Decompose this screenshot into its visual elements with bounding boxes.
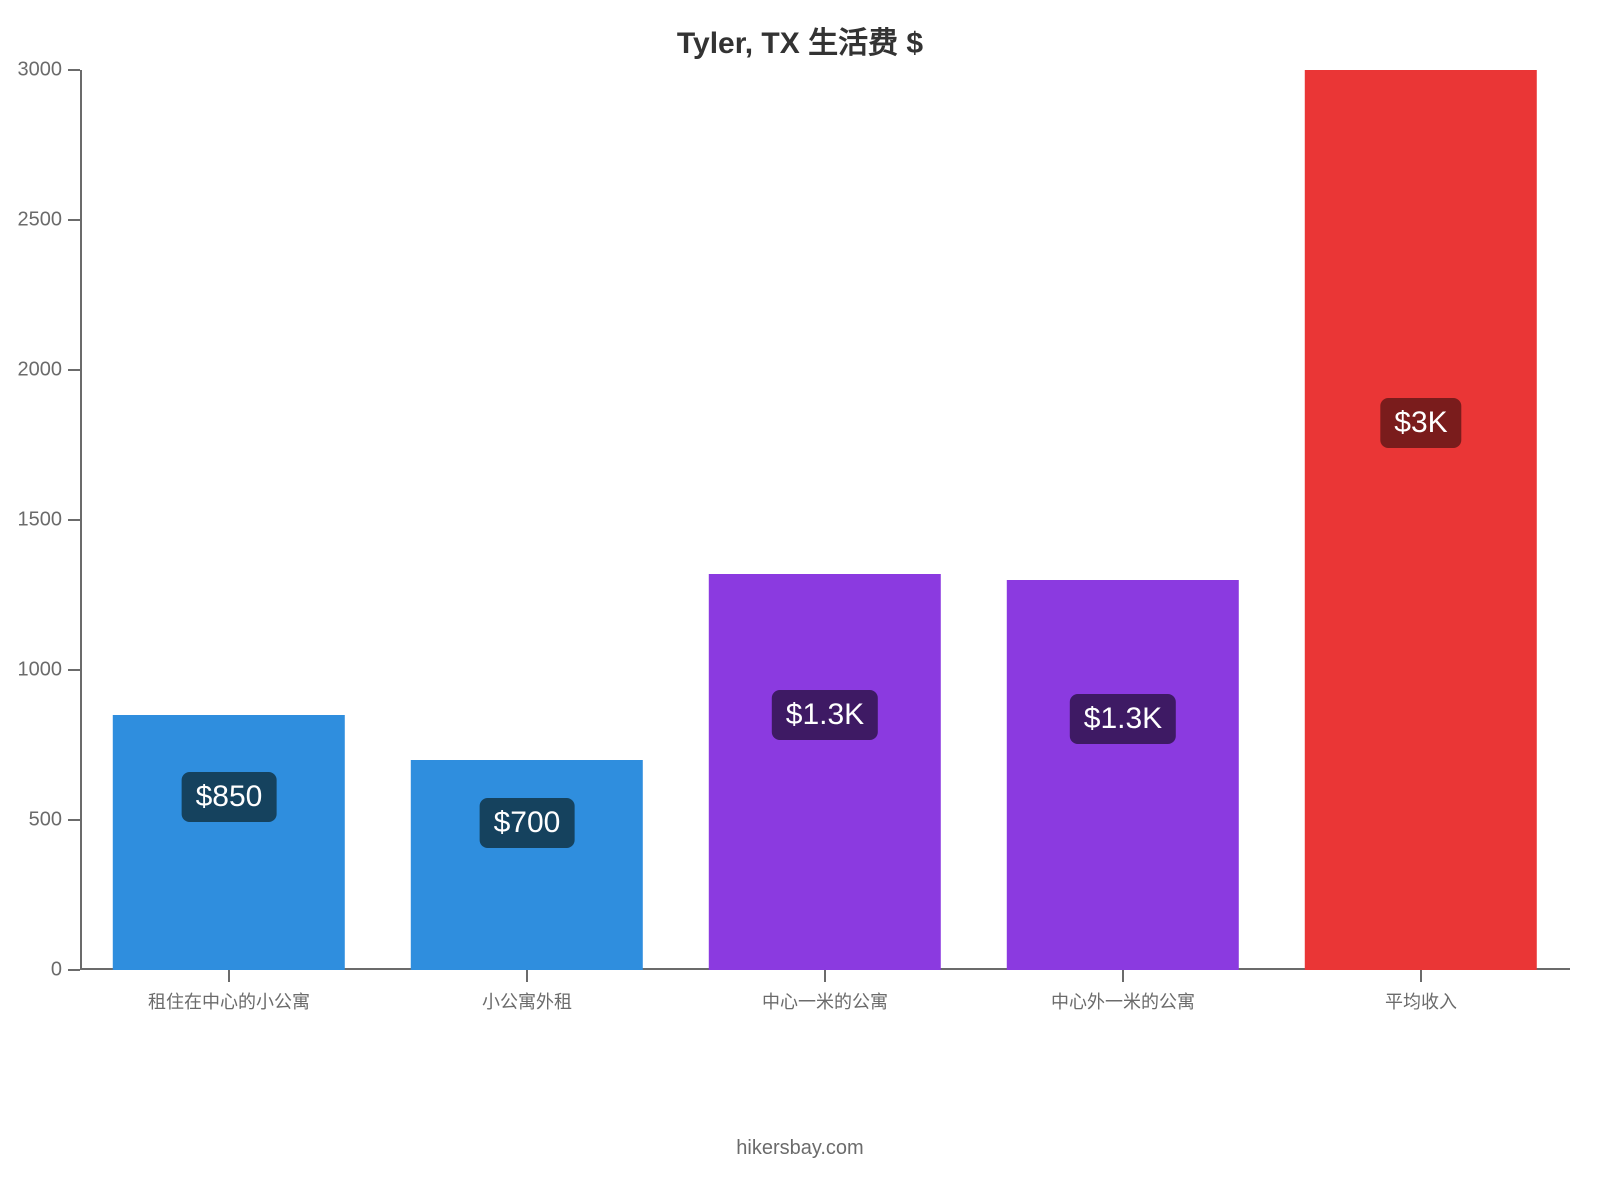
- y-tick-label: 0: [51, 959, 80, 982]
- x-tick-label: 租住在中心的小公寓: [148, 970, 310, 1014]
- bar: [1007, 580, 1239, 970]
- bar-slot: $700: [378, 70, 676, 970]
- chart-title: Tyler, TX 生活费 $: [0, 18, 1600, 62]
- x-tick-label: 中心外一米的公寓: [1051, 970, 1195, 1014]
- bar-value-badge: $700: [480, 798, 575, 848]
- x-tick-label: 中心一米的公寓: [762, 970, 888, 1014]
- plot-area: 050010001500200025003000$850租住在中心的小公寓$70…: [80, 70, 1570, 970]
- attribution-text: hikersbay.com: [0, 1137, 1600, 1160]
- y-tick-label: 2500: [18, 209, 81, 232]
- bar-value-badge: $3K: [1380, 398, 1461, 448]
- bar: [113, 715, 345, 970]
- y-tick-label: 500: [29, 809, 80, 832]
- bar: [411, 760, 643, 970]
- x-tick-label: 小公寓外租: [482, 970, 572, 1014]
- bar-value-badge: $1.3K: [772, 690, 878, 740]
- bar-slot: $1.3K: [974, 70, 1272, 970]
- y-tick-label: 2000: [18, 359, 81, 382]
- y-tick-label: 1000: [18, 659, 81, 682]
- y-tick-label: 3000: [18, 59, 81, 82]
- bar-value-badge: $850: [182, 772, 277, 822]
- x-tick-label: 平均收入: [1385, 970, 1457, 1014]
- chart-container: Tyler, TX 生活费 $ 050010001500200025003000…: [0, 0, 1600, 1200]
- bar: [709, 574, 941, 970]
- bar: [1305, 70, 1537, 970]
- bar-slot: $1.3K: [676, 70, 974, 970]
- bar-value-badge: $1.3K: [1070, 694, 1176, 744]
- bar-slot: $850: [80, 70, 378, 970]
- bar-slot: $3K: [1272, 70, 1570, 970]
- y-tick-label: 1500: [18, 509, 81, 532]
